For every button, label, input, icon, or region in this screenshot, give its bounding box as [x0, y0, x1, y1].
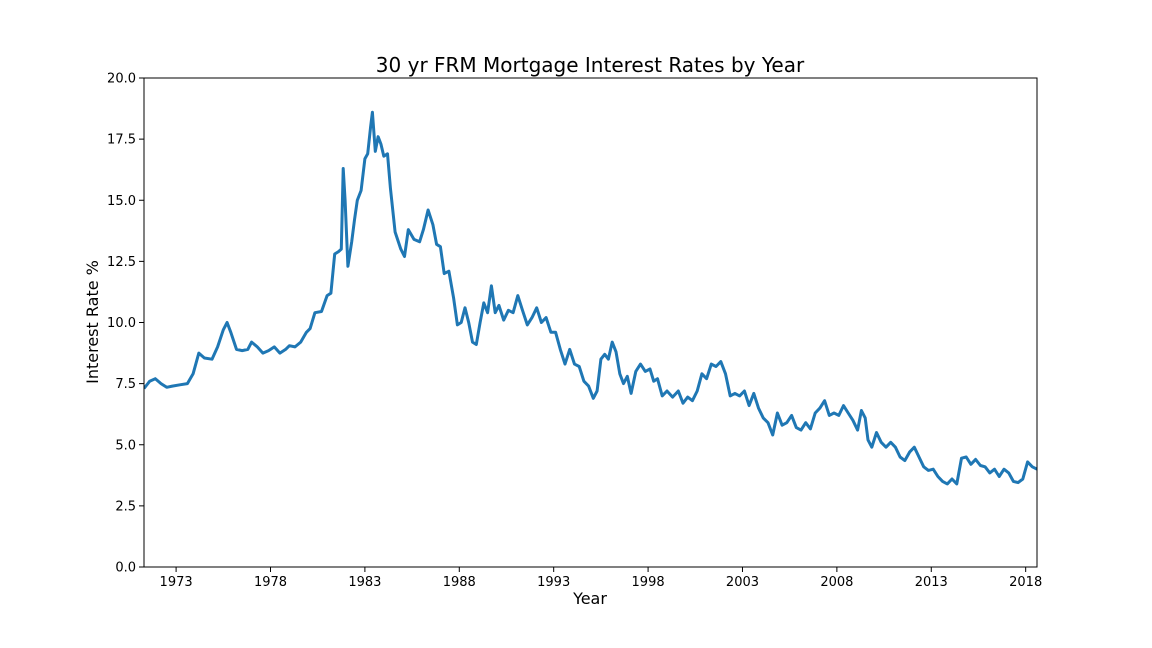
plot-area [143, 77, 1038, 568]
x-tick-label: 1993 [537, 575, 570, 590]
x-tick-label: 1973 [160, 575, 193, 590]
x-tick-label: 1988 [443, 575, 476, 590]
x-tick-label: 1983 [348, 575, 381, 590]
plot-frame [143, 77, 1038, 568]
y-tick-label: 12.5 [107, 255, 136, 270]
y-tick-label: 2.5 [115, 499, 136, 514]
x-axis: 1973 1978 1983 1988 1993 1998 2003 2008 2013 2018 [160, 567, 1042, 590]
y-tick-label: 10.0 [107, 316, 136, 331]
y-tick-label: 5.0 [115, 438, 136, 453]
x-tick-label: 2018 [1009, 575, 1042, 590]
x-axis-label: Year [572, 589, 607, 608]
series-line-0 [144, 110, 1037, 486]
y-tick-label: 17.5 [107, 133, 136, 148]
x-tick-label: 2008 [820, 575, 853, 590]
y-tick-label: 20.0 [107, 72, 136, 87]
x-tick-label: 1998 [632, 575, 665, 590]
x-tick-label: 2003 [726, 575, 759, 590]
x-tick-label: 1978 [254, 575, 287, 590]
y-axis: 0.0 2.5 5.0 7.5 10.0 12.5 15.0 17.5 20.0 [107, 72, 144, 576]
x-tick-label: 2013 [915, 575, 948, 590]
y-tick-label: 15.0 [107, 194, 136, 209]
chart-title: 30 yr FRM Mortgage Interest Rates by Yea… [376, 53, 805, 77]
y-tick-label: 7.5 [115, 377, 136, 392]
y-tick-label: 0.0 [115, 561, 136, 576]
y-axis-label: Interest Rate % [83, 260, 102, 384]
